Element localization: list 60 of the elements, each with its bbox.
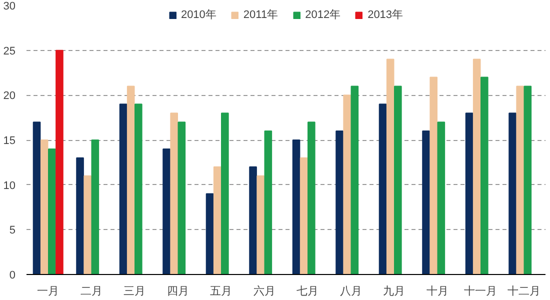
x-tick-label: 九月: [383, 284, 406, 298]
x-tick-label: 三月: [124, 286, 146, 298]
bar: [508, 112, 516, 274]
legend-label: 2010年: [180, 8, 216, 22]
bar: [394, 86, 402, 274]
bar: [300, 157, 308, 274]
bar: [437, 122, 446, 274]
bar: [48, 148, 56, 274]
bar: [40, 140, 48, 274]
bar: [126, 86, 135, 274]
bar: [162, 148, 170, 274]
bar: [516, 86, 524, 274]
bar: [206, 193, 214, 274]
bar: [119, 104, 128, 274]
bar: [472, 58, 481, 274]
bar: [336, 130, 344, 274]
bar: [465, 112, 474, 274]
bar: [170, 112, 178, 274]
x-tick-label: 二月: [80, 286, 102, 298]
y-tick-label: 20: [3, 90, 16, 102]
legend-label: 2013年: [368, 8, 404, 22]
x-tick-label: 四月: [166, 286, 189, 298]
bar: [76, 157, 84, 274]
x-tick-label: 十二月: [507, 284, 540, 298]
bar: [84, 175, 92, 274]
bar: [480, 76, 488, 274]
bar: [378, 104, 387, 274]
x-tick-label: 十月: [426, 284, 448, 298]
bar: [524, 86, 532, 274]
bar: [91, 140, 100, 274]
bar: [249, 166, 257, 274]
x-tick-label: 十一月: [464, 284, 498, 298]
x-tick-label: 六月: [253, 284, 276, 298]
y-tick-label: 25: [3, 45, 16, 58]
bar: [221, 112, 229, 274]
bar: [430, 76, 438, 274]
y-tick-label: 15: [3, 135, 16, 147]
bar: [422, 130, 430, 274]
bar: [178, 122, 186, 274]
x-tick-label: 七月: [296, 284, 319, 298]
bar: [56, 50, 64, 274]
bar: [213, 166, 222, 274]
bar: [386, 58, 394, 274]
legend-label: 2011年: [243, 8, 278, 22]
y-tick-label: 0: [9, 270, 16, 282]
bar: [264, 130, 272, 274]
x-tick-label: 八月: [340, 286, 362, 298]
x-tick-label: 一月: [37, 286, 60, 298]
bar: [292, 140, 300, 274]
bar: [32, 122, 41, 274]
bar: [350, 86, 359, 274]
x-tick-label: 五月: [210, 286, 232, 298]
bar: [308, 122, 316, 274]
y-tick-label: 5: [9, 224, 16, 237]
bar: [256, 175, 264, 274]
y-tick-label: 10: [3, 180, 16, 192]
bar: [343, 94, 351, 274]
y-tick-label: 30: [3, 0, 16, 12]
legend-label: 2012年: [305, 8, 341, 22]
bar: [134, 104, 142, 274]
